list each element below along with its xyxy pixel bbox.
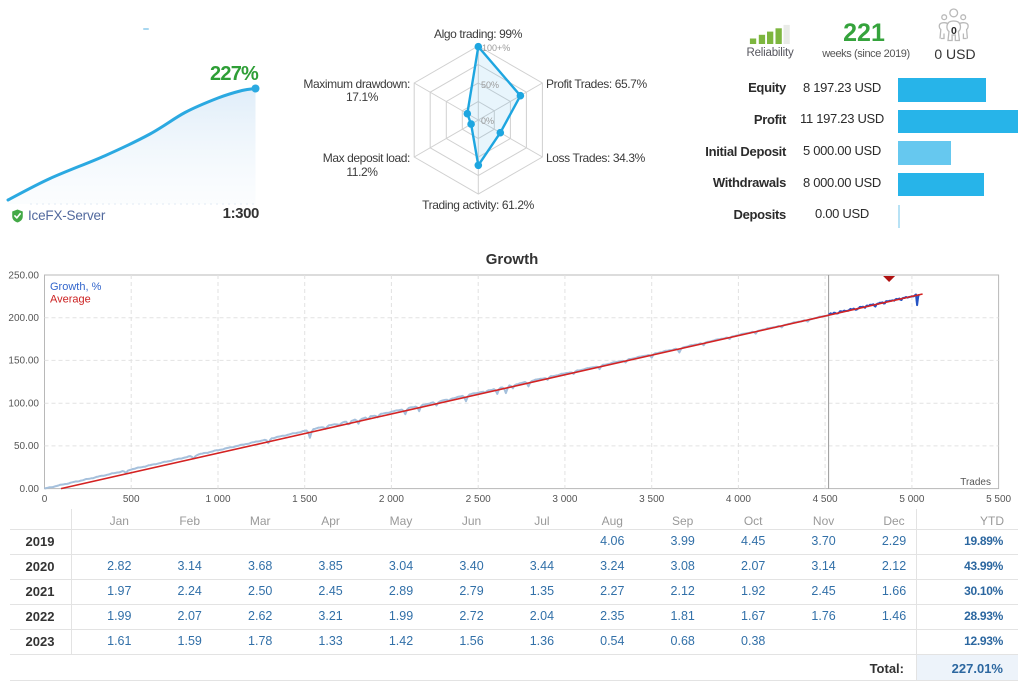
svg-text:0: 0 (951, 25, 957, 37)
svg-text:Trades: Trades (960, 477, 991, 488)
svg-text:0: 0 (42, 494, 48, 505)
svg-text:3 000: 3 000 (552, 494, 577, 505)
svg-text:200.00: 200.00 (8, 313, 39, 324)
svg-text:150.00: 150.00 (8, 356, 39, 367)
svg-text:1 000: 1 000 (205, 494, 230, 505)
svg-text:5 000: 5 000 (899, 494, 924, 505)
svg-text:4 500: 4 500 (813, 494, 838, 505)
svg-text:Growth, %: Growth, % (50, 281, 102, 293)
svg-text:2 500: 2 500 (466, 494, 491, 505)
svg-text:100.00: 100.00 (8, 399, 39, 410)
svg-text:0.00: 0.00 (20, 484, 40, 495)
svg-text:Average: Average (50, 294, 91, 306)
svg-text:4 000: 4 000 (726, 494, 751, 505)
svg-text:5 500: 5 500 (986, 494, 1011, 505)
svg-text:250.00: 250.00 (8, 270, 39, 281)
svg-text:3 500: 3 500 (639, 494, 664, 505)
svg-text:2 000: 2 000 (379, 494, 404, 505)
svg-text:500: 500 (123, 494, 140, 505)
svg-text:50.00: 50.00 (14, 441, 39, 452)
svg-text:1 500: 1 500 (292, 494, 317, 505)
